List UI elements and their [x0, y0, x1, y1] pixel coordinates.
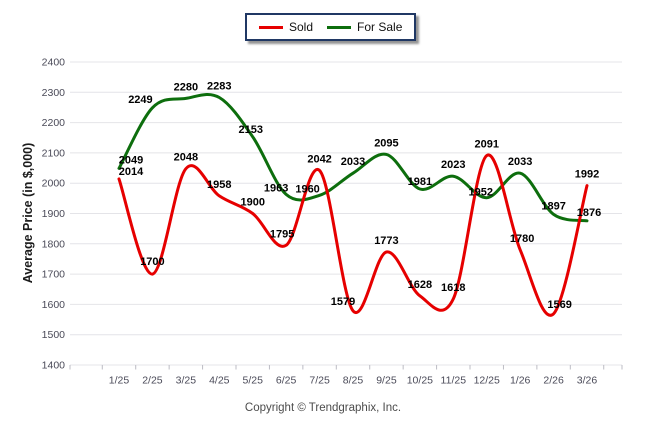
data-label-sold: 1579	[331, 296, 355, 308]
x-tick-label: 4/25	[209, 375, 230, 387]
y-tick-label: 2200	[42, 117, 66, 129]
x-tick-label: 12/25	[474, 375, 500, 387]
data-label-sold: 2042	[307, 153, 331, 165]
y-tick-label: 2000	[42, 178, 66, 190]
data-label-for-sale: 1960	[295, 183, 319, 195]
copyright-text: Copyright © Trendgraphix, Inc.	[244, 402, 402, 414]
data-label-for-sale: 2033	[508, 156, 532, 168]
data-label-sold: 1780	[510, 233, 534, 245]
x-tick-label: 11/25	[441, 375, 467, 387]
data-label-for-sale: 2280	[174, 81, 198, 93]
data-label-for-sale: 1897	[541, 200, 565, 212]
data-label-for-sale: 2023	[441, 159, 465, 171]
x-tick-label: 2/25	[142, 375, 163, 387]
x-tick-label: 7/25	[309, 375, 330, 387]
y-tick-label: 2300	[42, 87, 66, 99]
x-tick-label: 6/25	[276, 375, 297, 387]
data-label-for-sale: 2153	[238, 124, 262, 136]
legend-label-for-sale: For Sale	[357, 20, 403, 34]
data-label-for-sale: 1963	[264, 182, 288, 194]
y-tick-label: 1600	[42, 299, 66, 311]
data-label-for-sale: 2095	[374, 137, 398, 149]
y-tick-label: 2400	[42, 57, 66, 69]
series-line-for-sale	[117, 92, 589, 223]
x-tick-label: 3/25	[176, 375, 197, 387]
for-sale-line-swatch-icon	[327, 25, 352, 29]
x-tick-label: 9/25	[376, 375, 397, 387]
legend-item-sold: Sold	[259, 21, 313, 33]
series-line-sold	[117, 153, 589, 317]
sold-line-swatch-icon	[259, 25, 283, 29]
data-label-for-sale: 1981	[408, 176, 432, 188]
x-tick-label: 8/25	[343, 375, 364, 387]
x-tick-label: 10/25	[407, 375, 433, 387]
data-label-for-sale: 2049	[119, 154, 143, 166]
data-label-for-sale: 2249	[128, 94, 152, 106]
data-label-sold: 1628	[408, 279, 432, 291]
data-label-sold: 1700	[140, 256, 164, 268]
y-tick-label: 1700	[42, 269, 66, 281]
data-label-sold: 1795	[270, 228, 294, 240]
y-tick-label: 1800	[42, 238, 66, 250]
data-label-for-sale: 2283	[207, 80, 231, 92]
data-label-sold: 2048	[174, 152, 198, 164]
data-label-sold: 2014	[119, 166, 144, 178]
data-label-for-sale: 1952	[468, 187, 492, 199]
x-tick-label: 1/26	[510, 375, 531, 387]
y-tick-label: 1400	[42, 360, 66, 372]
x-tick-label: 3/26	[577, 375, 598, 387]
y-axis-title: Average Price (in $,000)	[21, 143, 35, 284]
x-tick-label: 1/25	[109, 375, 130, 387]
legend-label-sold: Sold	[289, 20, 314, 34]
data-label-sold: 1618	[441, 282, 465, 294]
data-label-for-sale: 1876	[577, 207, 601, 219]
data-label-sold: 1992	[575, 169, 599, 181]
data-label-sold: 1958	[207, 179, 231, 191]
data-label-for-sale: 2033	[341, 156, 365, 168]
y-tick-label: 2100	[42, 147, 66, 159]
legend-box: Sold For Sale	[245, 13, 417, 41]
data-label-sold: 1773	[374, 235, 398, 247]
data-label-sold: 1569	[547, 299, 571, 311]
x-tick-label: 5/25	[243, 375, 264, 387]
data-label-sold: 1900	[240, 197, 264, 209]
y-tick-label: 1500	[42, 329, 66, 341]
data-label-sold: 2091	[474, 139, 498, 151]
x-tick-label: 2/26	[543, 375, 564, 387]
y-tick-label: 1900	[42, 208, 66, 220]
legend-item-for-sale: For Sale	[327, 21, 402, 33]
